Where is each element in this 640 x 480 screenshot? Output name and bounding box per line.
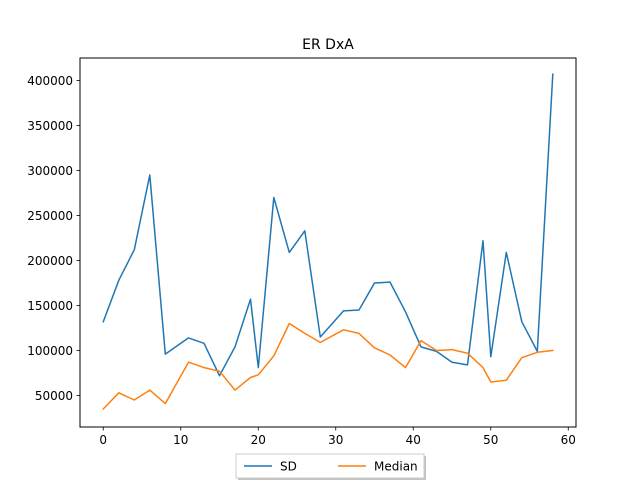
x-tick-label: 10 xyxy=(173,433,188,447)
chart-title: ER DxA xyxy=(302,37,354,53)
y-tick-label: 250000 xyxy=(27,209,73,223)
y-tick-label: 50000 xyxy=(35,389,73,403)
series-line-median xyxy=(102,322,554,411)
x-tick-label: 40 xyxy=(406,433,421,447)
series-layer xyxy=(102,73,554,411)
x-tick-label: 30 xyxy=(328,433,343,447)
plot-area-frame xyxy=(79,57,577,428)
x-tick-label: 50 xyxy=(483,433,498,447)
legend-label-sd: SD xyxy=(280,460,297,474)
y-tick-label: 400000 xyxy=(27,74,73,88)
y-tick-label: 200000 xyxy=(27,254,73,268)
legend-label-median: Median xyxy=(374,460,418,474)
y-tick-label: 350000 xyxy=(27,119,73,133)
y-axis: 50000 100000 150000 200000 250000 300000 35000… xyxy=(27,74,80,403)
x-tick-label: 0 xyxy=(99,433,107,447)
x-tick-label: 20 xyxy=(251,433,266,447)
legend: SD Median xyxy=(235,453,426,480)
y-tick-label: 100000 xyxy=(27,344,73,358)
y-tick-label: 150000 xyxy=(27,299,73,313)
x-tick-label: 60 xyxy=(561,433,576,447)
series-line-sd xyxy=(102,73,554,377)
x-axis: 0 10 20 30 40 50 60 xyxy=(99,427,576,447)
y-tick-label: 300000 xyxy=(27,164,73,178)
